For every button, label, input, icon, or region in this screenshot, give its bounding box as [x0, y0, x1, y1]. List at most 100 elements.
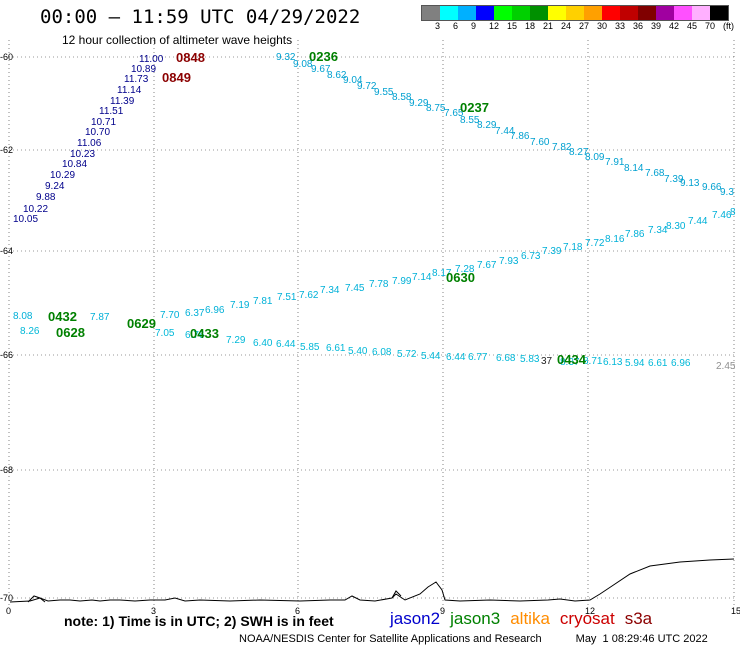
swh-value-jason3: 9.04: [343, 75, 363, 86]
x-tick-label: 15: [731, 606, 740, 616]
y-tick-label: -60: [0, 52, 13, 62]
legend-swatch: [692, 6, 710, 20]
legend-tick-label: 6: [453, 21, 459, 31]
swh-value-jason3: 7.65: [444, 108, 464, 119]
swh-value-jason3: 6.96: [671, 358, 691, 369]
swh-value-jason3: 8.29: [477, 120, 497, 131]
swh-value-jason2: 11.39: [110, 96, 135, 107]
swh-value-jason3: 8: [730, 207, 736, 218]
legend-swatch: [674, 6, 692, 20]
swh-value-jason3: 8.55: [460, 115, 480, 126]
legend-tick-label: 3: [435, 21, 441, 31]
satellite-legend-altika: altika: [510, 609, 550, 628]
color-scale-labels: 3 6 9 12 15 18 21 24 27 30 33 36 39 42 45 70 (ft): [421, 21, 740, 33]
swh-value-jason3: 7.82: [552, 142, 572, 153]
swh-value-jason3: 9.72: [357, 81, 377, 92]
legend-swatch: [710, 6, 728, 20]
y-tick-label: -66: [0, 350, 13, 360]
coast-island-a: [27, 595, 46, 603]
satellite-legend-jason3: jason3: [450, 609, 501, 628]
antarctic-coastline: [9, 558, 735, 603]
y-tick-label: -68: [0, 465, 13, 475]
swh-value-jason3: 8.37: [560, 357, 580, 368]
legend-swatch: [638, 6, 656, 20]
y-tick-label: -62: [0, 145, 13, 155]
y-tick-label: -70: [0, 593, 13, 603]
pass-time-label: 0237: [460, 100, 489, 115]
pass-time-label: 0432: [48, 309, 77, 324]
x-tick-label: 12: [585, 606, 595, 616]
swh-value-jason3: 7.34: [320, 285, 340, 296]
swh-value-gray: 2.45: [716, 361, 736, 372]
swh-value-jason3: 9.66: [702, 182, 722, 193]
legend-tick-label: 21: [543, 21, 554, 31]
legend-tick-label: 24: [561, 21, 572, 31]
legend-tick-label: 12: [489, 21, 500, 31]
color-scale-legend: [421, 5, 729, 21]
swh-value-jason3: 6.08: [372, 347, 392, 358]
coastline: [9, 558, 735, 603]
swh-value-jason3: 9.55: [374, 87, 394, 98]
map-subtitle: 12 hour collection of altimeter wave hei…: [62, 33, 293, 47]
swh-value-jason2: 11.14: [117, 85, 142, 96]
pass-time-label: 0629: [127, 316, 156, 331]
swh-value-jason3: 7.72: [585, 238, 605, 249]
note-text: note: 1) Time is in UTC; 2) SWH is in fe…: [64, 613, 334, 629]
pass-time-label: 0849: [162, 70, 191, 85]
swh-value-jason2: 10.84: [62, 159, 87, 170]
swh-value-jason3: 7.91: [605, 157, 625, 168]
swh-value-jason2: 11.06: [77, 138, 102, 149]
legend-swatch: [440, 6, 458, 20]
swh-value-jason3: 7.39: [542, 246, 562, 257]
swh-value-jason3: 7.18: [563, 242, 583, 253]
swh-value-jason3: 7.14: [412, 272, 432, 283]
swh-value-jason2: 11.51: [99, 106, 124, 117]
legend-tick-label: 27: [579, 21, 590, 31]
swh-value-jason3: 7.68: [645, 168, 665, 179]
swh-value-jason3: 6.40: [253, 338, 273, 349]
swh-value-jason3: 9.3: [720, 187, 734, 198]
swh-value-jason3: 8.75: [426, 103, 446, 114]
swh-value-jason3: 8.71: [583, 356, 603, 367]
swh-value-jason3: 7.34: [648, 225, 668, 236]
satellite-legend-s3a: s3a: [624, 609, 653, 628]
legend-swatch: [620, 6, 638, 20]
swh-value-jason3: 8.62: [327, 70, 347, 81]
legend-swatch: [584, 6, 602, 20]
swh-value-jason3: 8.17: [432, 268, 452, 279]
swh-value-jason3: 6.61: [326, 343, 346, 354]
legend-swatch: [566, 6, 584, 20]
swh-value-jason3: 9.29: [409, 98, 429, 109]
swh-value-jason3: 6.44: [446, 352, 466, 363]
x-tick-label: 3: [151, 606, 156, 616]
swh-value-jason3: 7.70: [160, 310, 180, 321]
swh-value-jason3: 8.58: [392, 92, 412, 103]
swh-value-jason2: 11.73: [124, 74, 149, 85]
legend-swatch: [422, 6, 440, 20]
swh-value-jason3: 7.39: [664, 174, 684, 185]
x-tick-label: 6: [295, 606, 300, 616]
pass-time-label: 0433: [190, 326, 219, 341]
swh-value-jason2: 10.22: [23, 204, 48, 215]
legend-swatch: [458, 6, 476, 20]
swh-value-jason3: 8.16: [605, 234, 625, 245]
swh-value-jason3: 6.44: [276, 339, 296, 350]
swh-value-jason3: 7.44: [495, 126, 515, 137]
swh-value-jason3: 9.08: [293, 59, 313, 70]
swh-value-jason3: 6.68: [496, 353, 516, 364]
swh-value-jason3: 7.67: [477, 260, 497, 271]
swh-value-jason3: 5.94: [625, 358, 645, 369]
swh-value-jason3: 8.26: [20, 326, 40, 337]
swh-value-jason3: 7.29: [226, 335, 246, 346]
swh-value-jason3: 6.13: [603, 357, 623, 368]
satellite-legend-jason2: jason2: [390, 609, 441, 628]
legend-swatch: [530, 6, 548, 20]
pass-time-label: 0236: [309, 49, 338, 64]
footer-timestamp: May 1 08:29:46 UTC 2022: [575, 633, 708, 645]
legend-swatch: [494, 6, 512, 20]
swh-value-jason2: 10.71: [91, 117, 116, 128]
swh-value-jason3: 9.32: [276, 52, 296, 63]
swh-value-jason3: 7.45: [345, 283, 365, 294]
